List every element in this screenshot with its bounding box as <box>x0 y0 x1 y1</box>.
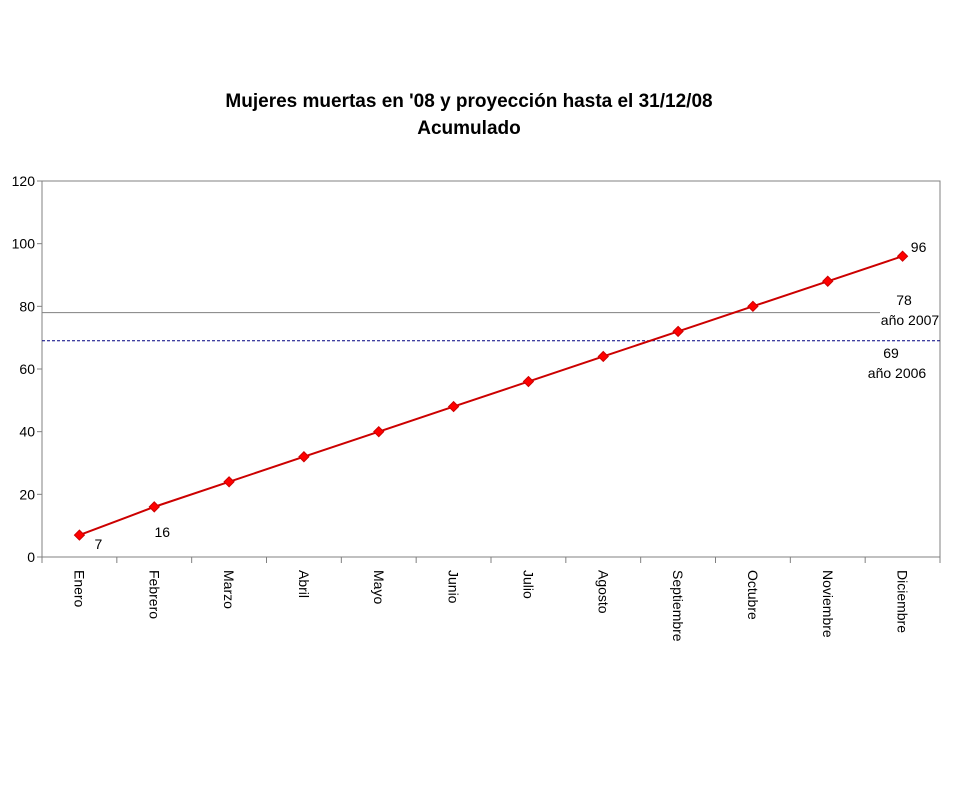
x-tick-label: Abril <box>296 570 312 598</box>
x-tick-label: Febrero <box>146 570 162 619</box>
y-tick-label: 100 <box>12 236 36 252</box>
y-tick-label: 80 <box>19 298 35 314</box>
data-label: 7 <box>95 536 103 552</box>
data-point <box>672 325 684 338</box>
plot-area <box>41 180 941 558</box>
chart-title: Mujeres muertas en '08 y proyección hast… <box>225 91 712 112</box>
x-tick-label: Noviembre <box>820 570 836 638</box>
x-tick-label: Diciembre <box>895 570 911 633</box>
chart-subtitle: Acumulado <box>417 118 520 139</box>
data-labels: 7 16 96 <box>95 239 927 552</box>
y-tick-label: 20 <box>19 486 35 502</box>
data-point <box>822 275 834 287</box>
data-point <box>298 451 310 463</box>
reference-name-label: año 2006 <box>868 365 927 381</box>
axes: 0 20 40 60 80 100 120 Enero Febrero Marzo Abril May… <box>12 173 941 642</box>
data-point <box>148 501 160 513</box>
y-tick-label: 40 <box>19 424 35 440</box>
y-tick-label: 120 <box>12 173 36 189</box>
data-point <box>896 250 909 262</box>
data-point <box>597 350 609 363</box>
data-label: 16 <box>154 524 170 540</box>
reference-value-label: 78 <box>896 292 912 308</box>
series-line <box>79 255 903 537</box>
data-point <box>223 476 235 488</box>
y-tick-label: 60 <box>19 361 35 377</box>
data-point <box>447 400 460 413</box>
x-tick-label: Octubre <box>745 570 761 620</box>
series <box>73 250 909 541</box>
reference-name-label: año 2007 <box>881 312 940 328</box>
x-tick-label: Junio <box>446 570 462 604</box>
x-tick-label: Mayo <box>371 570 387 604</box>
data-point <box>747 300 759 313</box>
x-tick-label: Septiembre <box>670 570 686 642</box>
x-tick-label: Julio <box>520 570 536 599</box>
x-tick-label: Agosto <box>595 570 611 614</box>
reference-lines: 78 año 2007 69 año 2006 <box>42 292 940 381</box>
reference-value-label: 69 <box>883 345 899 361</box>
data-label: 96 <box>911 239 927 255</box>
y-tick-label: 0 <box>27 549 35 565</box>
data-point <box>73 529 86 541</box>
x-tick-label: Marzo <box>221 570 237 609</box>
x-tick-label: Enero <box>71 570 87 608</box>
data-point <box>373 425 385 438</box>
data-point <box>522 375 535 388</box>
